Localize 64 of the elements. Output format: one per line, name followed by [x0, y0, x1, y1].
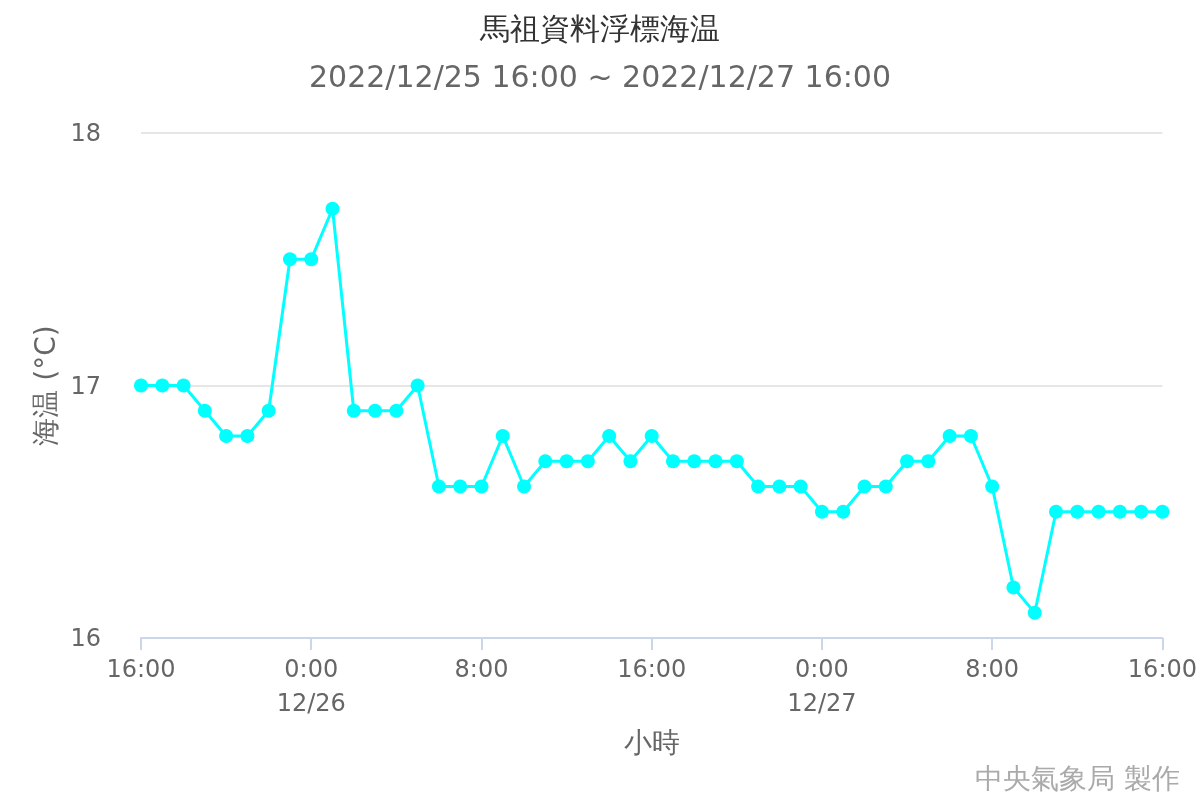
point — [857, 479, 872, 494]
x-tick-label: 16:00 — [617, 655, 687, 683]
point — [814, 504, 829, 519]
point — [431, 479, 446, 494]
y-tick-label: 18 — [70, 119, 101, 147]
point — [623, 454, 638, 469]
x-tick-label: 8:00 — [965, 655, 1020, 683]
point — [240, 429, 255, 443]
point — [389, 403, 404, 418]
point — [219, 429, 234, 443]
point — [1091, 504, 1106, 519]
point — [1155, 504, 1170, 519]
y-axis-title: 海温 (°C) — [29, 325, 63, 446]
x-tick-label: 8:00 — [454, 655, 509, 683]
point — [325, 201, 340, 216]
text: 中央氣象局 製作 — [975, 761, 1181, 795]
point — [197, 403, 212, 418]
point — [474, 479, 489, 494]
point — [176, 378, 191, 393]
y-tick-label: 17 — [70, 371, 101, 400]
point — [155, 378, 170, 393]
x-tick-label: 16:00 — [106, 655, 176, 683]
point — [580, 454, 595, 469]
point — [666, 454, 680, 469]
point — [772, 479, 787, 494]
point — [261, 403, 276, 418]
point — [517, 479, 532, 494]
point — [495, 429, 510, 443]
point — [921, 454, 936, 469]
x-tick-label: 0:00 12/27 — [787, 655, 857, 717]
point — [1027, 605, 1042, 620]
point — [304, 252, 319, 267]
x-tick-label: 0:00 12/26 — [276, 655, 346, 717]
point — [602, 429, 617, 443]
point — [559, 454, 574, 469]
point — [687, 454, 702, 469]
point — [410, 378, 425, 393]
point — [368, 403, 383, 418]
point — [751, 479, 766, 494]
point — [1070, 504, 1085, 519]
chart-subtitle: 2022/12/25 16:00 ~ 2022/12/27 16:00 — [308, 58, 892, 94]
point — [942, 429, 957, 443]
point — [963, 429, 978, 443]
point — [282, 252, 297, 267]
point — [1006, 580, 1021, 595]
point — [1049, 504, 1064, 519]
y-tick-label: 16 — [70, 624, 101, 652]
point — [729, 454, 744, 469]
point — [900, 454, 915, 469]
chart-title: 馬祖資料浮標海温 — [479, 10, 720, 46]
point — [1112, 504, 1127, 519]
point — [985, 479, 1000, 494]
x-tick-label: 16:00 — [1127, 655, 1197, 683]
point — [538, 454, 553, 469]
point — [878, 479, 893, 494]
point — [453, 479, 468, 494]
point — [346, 403, 361, 418]
point — [836, 504, 851, 519]
point — [793, 479, 808, 494]
x-axis-title: 小時 — [623, 725, 680, 759]
point — [644, 429, 659, 443]
point — [134, 378, 148, 393]
point — [708, 454, 723, 469]
point — [1134, 504, 1149, 519]
